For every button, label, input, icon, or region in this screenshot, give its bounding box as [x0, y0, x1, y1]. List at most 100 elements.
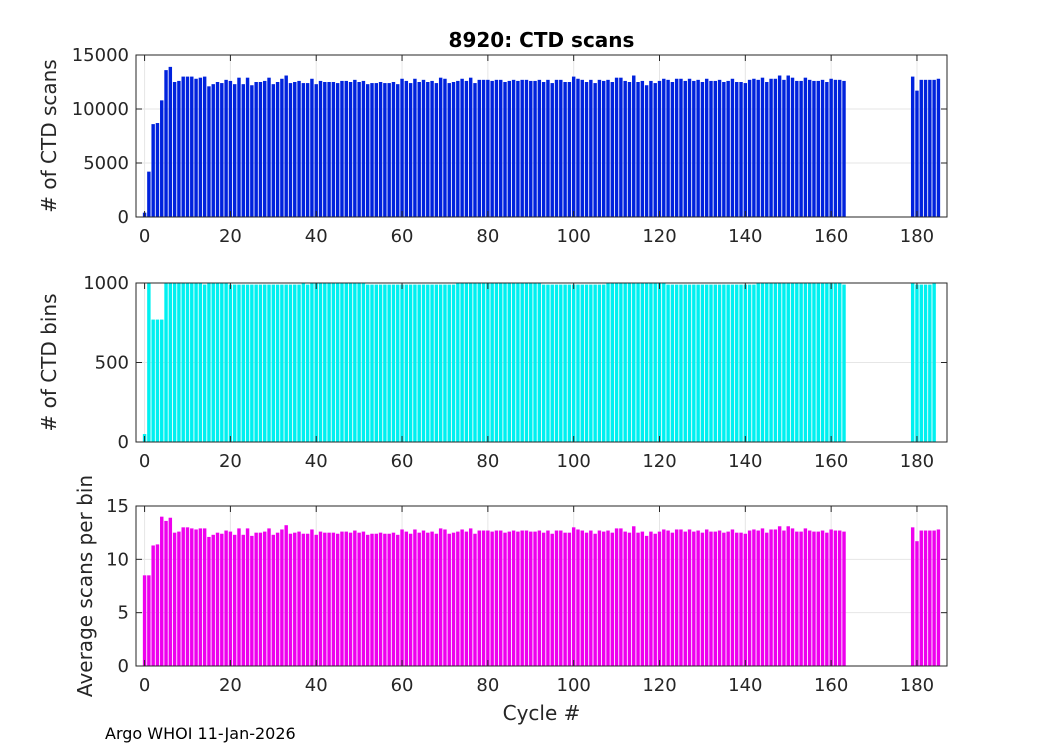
y-tick-label: 5: [118, 603, 129, 624]
bar-cycle-89: [524, 283, 529, 442]
bar-cycle-163: [842, 531, 846, 666]
bar-cycle-65: [421, 530, 426, 666]
bar-cycle-119: [653, 283, 657, 442]
bar-cycle-105: [593, 83, 597, 217]
bar-cycle-125: [679, 78, 683, 217]
bar-cycle-128: [692, 80, 696, 217]
bar-cycle-71: [447, 83, 451, 217]
bar-cycle-83: [499, 530, 503, 666]
bar-cycle-73: [456, 283, 460, 442]
bar-cycle-27: [258, 82, 263, 217]
bar-cycle-68: [434, 284, 439, 442]
bar-cycle-126: [683, 531, 687, 666]
bar-cycle-85: [507, 80, 512, 217]
bar-cycle-85: [507, 283, 512, 442]
bar-cycle-124: [674, 529, 679, 666]
bar-cycle-78: [477, 530, 481, 666]
bar-cycle-155: [807, 79, 812, 217]
bar-cycle-22: [237, 77, 241, 218]
bar-cycle-84: [503, 283, 507, 442]
bar-cycle-103: [584, 532, 589, 666]
bar-cycle-72: [451, 532, 456, 666]
bar-cycle-180: [915, 541, 919, 666]
bar-cycle-8: [177, 531, 181, 666]
bar-cycle-79: [481, 530, 486, 666]
axes-box: [135, 54, 948, 218]
bar-cycle-128: [692, 531, 696, 666]
bar-cycle-121: [662, 78, 666, 217]
bar-cycle-184: [932, 283, 936, 442]
bar-cycle-122: [666, 79, 670, 217]
bar-cycle-181: [919, 530, 923, 666]
bar-cycle-43: [327, 532, 331, 666]
bar-cycle-184: [932, 530, 936, 666]
bar-cycle-101: [576, 284, 580, 442]
bar-cycle-12: [194, 529, 198, 666]
bar-cycle-50: [357, 82, 361, 217]
bar-cycle-92: [537, 530, 542, 666]
bar-cycle-15: [207, 86, 211, 217]
bar-cycle-182: [923, 284, 928, 442]
bar-cycle-38: [305, 533, 310, 666]
bar-cycle-129: [696, 530, 700, 666]
x-tick-label: 80: [476, 451, 499, 472]
bar-cycle-37: [301, 83, 306, 217]
bar-cycle-67: [430, 284, 434, 442]
bar-cycle-41: [318, 80, 323, 217]
bar-cycle-147: [773, 78, 778, 217]
bar-cycle-145: [765, 82, 769, 217]
bar-cycle-162: [838, 530, 842, 666]
bar-cycle-33: [284, 525, 288, 666]
bar-cycle-97: [559, 530, 563, 666]
bar-cycle-136: [726, 531, 730, 666]
bar-cycle-65: [421, 79, 426, 217]
bar-cycle-135: [722, 284, 726, 442]
bar-cycle-101: [576, 529, 580, 666]
bar-cycle-39: [310, 283, 314, 442]
bar-cycle-76: [468, 528, 473, 666]
bar-cycle-16: [211, 534, 215, 666]
bar-cycle-131: [704, 284, 709, 442]
bar-cycle-123: [670, 532, 675, 666]
bar-cycle-9: [181, 527, 185, 666]
bar-cycle-17: [215, 82, 220, 217]
bar-cycle-105: [593, 533, 597, 666]
bar-cycle-40: [314, 534, 318, 666]
bar-cycle-66: [426, 284, 430, 442]
bar-cycle-152: [795, 531, 799, 666]
bar-cycle-55: [378, 532, 383, 666]
bar-cycle-133: [713, 80, 718, 217]
bar-cycle-138: [735, 82, 739, 217]
bar-cycle-127: [687, 284, 692, 442]
bar-cycle-24: [245, 77, 250, 218]
bar-cycle-154: [803, 283, 808, 442]
bar-cycle-31: [275, 284, 280, 442]
x-tick-label: 20: [219, 675, 242, 696]
bar-cycle-150: [786, 283, 790, 442]
bar-cycle-107: [602, 284, 606, 442]
bar-cycle-93: [541, 82, 546, 217]
bar-cycle-57: [387, 533, 391, 666]
bar-cycle-155: [807, 530, 812, 666]
bar-cycle-102: [580, 530, 584, 666]
bar-cycle-63: [413, 284, 417, 442]
footer-credit: Argo WHOI 11-Jan-2026: [105, 724, 296, 743]
bar-cycle-139: [739, 82, 743, 217]
bar-cycle-88: [520, 283, 524, 442]
bar-cycle-104: [589, 530, 593, 666]
bar-cycle-44: [331, 283, 336, 442]
y-tick-label: 5000: [83, 153, 129, 174]
bar-cycle-128: [692, 284, 696, 442]
bar-cycle-77: [473, 533, 477, 666]
x-tick-label: 100: [557, 226, 591, 247]
bar-cycle-40: [314, 84, 318, 217]
x-tick-label: 100: [557, 675, 591, 696]
bar-cycle-152: [795, 80, 799, 217]
bar-cycle-19: [224, 530, 228, 666]
bar-cycle-2: [151, 319, 155, 442]
bar-cycle-32: [280, 78, 284, 217]
bar-cycle-36: [297, 80, 301, 217]
bar-cycle-116: [640, 283, 645, 442]
bar-cycle-113: [627, 82, 632, 217]
bar-cycle-26: [254, 284, 258, 442]
